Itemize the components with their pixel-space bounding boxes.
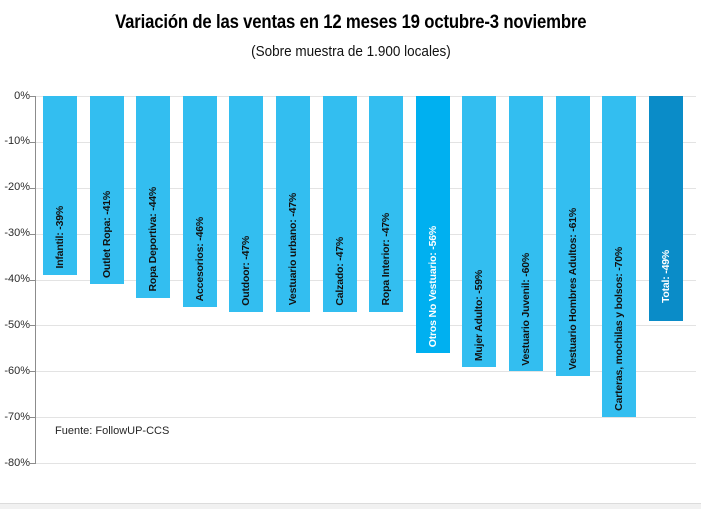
y-tick-label: -80% bbox=[4, 456, 30, 469]
chart-subtitle: (Sobre muestra de 1.900 locales) bbox=[0, 43, 701, 61]
bar: Accesorios: -46% bbox=[182, 96, 217, 308]
bar: Carteras, mochilas y bolsos: -70% bbox=[602, 96, 637, 418]
axis-tick bbox=[30, 371, 36, 373]
axis-tick bbox=[30, 96, 36, 97]
bar-label: Total: -49% bbox=[659, 249, 672, 303]
bar: Infantil: -39% bbox=[43, 96, 77, 275]
bar-label: Accesorios: -46% bbox=[193, 216, 206, 302]
bar-label: Calzado: -47% bbox=[333, 237, 346, 306]
y-tick-label: -40% bbox=[4, 273, 30, 285]
chart-title-text: Variación de las ventas en 12 meses 19 o… bbox=[114, 12, 587, 33]
bar-label: Outdoor: -47% bbox=[240, 235, 253, 306]
y-tick-label: -50% bbox=[4, 318, 30, 331]
axis-tick bbox=[30, 233, 36, 235]
bar: Vestuario Hombres Adultos: -61% bbox=[555, 96, 590, 376]
plot-area: Infantil: -39% Outlet Ropa: -41% Ropa Depo… bbox=[35, 96, 696, 464]
axis-tick bbox=[30, 325, 36, 327]
gridline bbox=[36, 279, 696, 281]
y-tick-label: 0% bbox=[14, 89, 30, 102]
bar-label: Mujer Adulto: -59% bbox=[473, 269, 486, 361]
axis-tick bbox=[30, 417, 36, 419]
bar: Ropa Deportiva: -44% bbox=[136, 96, 171, 298]
y-tick-label: -10% bbox=[4, 135, 30, 148]
axis-tick bbox=[30, 463, 36, 464]
gridline bbox=[36, 233, 696, 235]
gridline bbox=[36, 325, 696, 327]
bar-label: Ropa Interior: -47% bbox=[380, 213, 393, 306]
axis-tick bbox=[30, 141, 36, 143]
gridline bbox=[36, 96, 696, 97]
source-note: Fuente: FollowUP-CCS bbox=[55, 425, 170, 437]
bar-label: Outlet Ropa: -41% bbox=[100, 191, 113, 279]
y-tick-label: -30% bbox=[4, 227, 30, 240]
y-tick-label: -20% bbox=[4, 181, 30, 194]
axis-tick bbox=[30, 279, 36, 281]
bar: Ropa Interior: -47% bbox=[369, 96, 404, 312]
gridline bbox=[36, 417, 696, 419]
chart-area: Infantil: -39% Outlet Ropa: -41% Ropa Depo… bbox=[0, 90, 701, 476]
bar: Outlet Ropa: -41% bbox=[89, 96, 124, 285]
bar-label: Vestuario Hombres Adultos: -61% bbox=[566, 207, 579, 370]
bar: Outdoor: -47% bbox=[229, 96, 264, 312]
bar: Mujer Adulto: -59% bbox=[462, 96, 497, 367]
bar-label: Infantil: -39% bbox=[54, 206, 66, 269]
chart-subtitle-text: (Sobre muestra de 1.900 locales) bbox=[250, 43, 451, 60]
bar: Otros No Vestuario: -56% bbox=[415, 96, 450, 353]
gridline bbox=[36, 463, 696, 464]
y-tick-label: -70% bbox=[4, 410, 30, 423]
gridline bbox=[36, 141, 696, 143]
bar-label: Vestuario urbano: -47% bbox=[287, 193, 299, 306]
bar: Calzado: -47% bbox=[322, 96, 357, 312]
footer-strip bbox=[0, 503, 701, 509]
bar: Vestuario Juvenil: -60% bbox=[509, 96, 543, 372]
gridline bbox=[36, 187, 696, 189]
gridline bbox=[36, 371, 696, 373]
bar-label: Carteras, mochilas y bolsos: -70% bbox=[613, 247, 626, 412]
bar: Vestuario urbano: -47% bbox=[276, 96, 310, 312]
bar-label: Ropa Deportiva: -44% bbox=[147, 187, 160, 292]
y-tick-label: -60% bbox=[4, 364, 30, 377]
chart-title: Variación de las ventas en 12 meses 19 o… bbox=[0, 12, 701, 34]
bar-label: Vestuario Juvenil: -60% bbox=[520, 252, 532, 366]
bar-label: Otros No Vestuario: -56% bbox=[426, 225, 439, 347]
axis-tick bbox=[30, 187, 36, 189]
bar: Total: -49% bbox=[648, 96, 683, 321]
